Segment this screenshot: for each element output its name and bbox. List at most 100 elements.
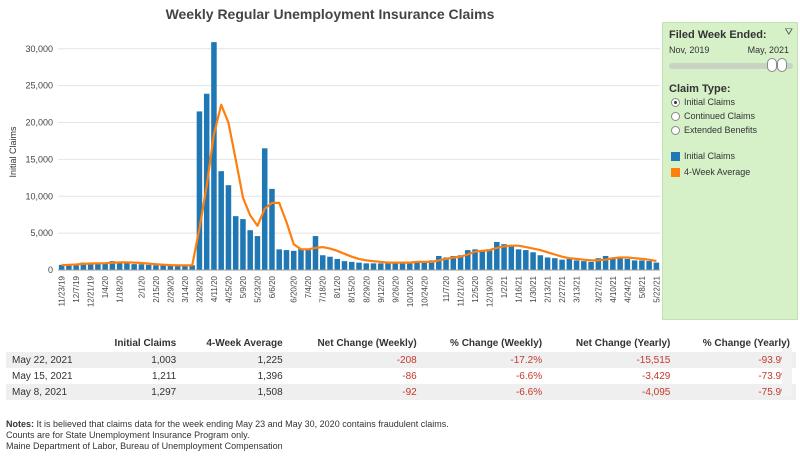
bar bbox=[138, 264, 145, 270]
bar bbox=[385, 262, 391, 270]
cell-initial-claims: 1,211 bbox=[151, 370, 177, 382]
bar bbox=[399, 262, 406, 270]
x-tick-label: 1/2/21 bbox=[500, 275, 509, 298]
bar bbox=[581, 261, 587, 270]
radio-continued-claims[interactable]: Continued Claims bbox=[671, 111, 755, 121]
y-tick-label: 5,000 bbox=[30, 228, 53, 238]
table-row[interactable]: May 15, 2021 1,211 1,396 -86 -6.6% -3,42… bbox=[6, 368, 796, 384]
clear-filter-icon[interactable]: ⛛ bbox=[784, 27, 793, 38]
x-tick-label: 4/24/21 bbox=[623, 275, 632, 302]
x-tick-label: 3/14/20 bbox=[181, 275, 190, 302]
table-header-row: Initial Claims 4-Week Average Net Change… bbox=[6, 335, 796, 352]
cell-net-change-yearly: -15,515 bbox=[548, 352, 677, 368]
bar bbox=[501, 244, 507, 270]
summary-table: Initial Claims 4-Week Average Net Change… bbox=[6, 335, 796, 400]
bar bbox=[559, 259, 565, 270]
bar bbox=[218, 171, 224, 270]
average-line bbox=[61, 103, 657, 267]
legend-item-4-week-average[interactable]: 4-Week Average bbox=[671, 167, 750, 177]
notes-line-1: Notes: It is believed that claims data f… bbox=[6, 419, 449, 430]
x-tick-label: 1/4/20 bbox=[101, 275, 110, 298]
bar bbox=[537, 255, 544, 270]
bar bbox=[109, 261, 116, 270]
legend-item-initial-claims[interactable]: Initial Claims bbox=[671, 151, 735, 161]
slider-end-handle[interactable] bbox=[777, 58, 787, 72]
bar bbox=[153, 265, 159, 270]
filed-week-label: Filed Week Ended: bbox=[669, 29, 767, 41]
bar bbox=[240, 219, 246, 270]
x-tick-label: 5/23/20 bbox=[253, 275, 262, 302]
y-tick-label: 10,000 bbox=[25, 191, 53, 201]
x-tick-label: 4/10/21 bbox=[609, 275, 618, 302]
x-tick-label: 12/21/19 bbox=[87, 275, 96, 307]
cell-net-change-yearly: -3,429 bbox=[642, 370, 671, 382]
bar bbox=[131, 264, 137, 270]
bar bbox=[319, 255, 326, 270]
bar bbox=[443, 257, 449, 270]
radio-icon[interactable] bbox=[671, 111, 680, 121]
radio-icon[interactable] bbox=[671, 125, 680, 135]
radio-initial-claims[interactable]: Initial Claims bbox=[671, 97, 735, 107]
cell-pct-change-yearly: -75.9% bbox=[676, 384, 796, 400]
bar bbox=[305, 250, 311, 270]
bar bbox=[327, 256, 333, 270]
x-tick-label: 12/19/20 bbox=[486, 275, 495, 307]
cell-net-change-weekly: -86 bbox=[402, 370, 417, 382]
bar bbox=[124, 262, 130, 270]
y-tick-label: 30,000 bbox=[25, 44, 53, 54]
x-tick-label: 1/18/20 bbox=[116, 275, 125, 302]
radio-label: Continued Claims bbox=[684, 111, 756, 121]
notes-label: Notes: bbox=[6, 419, 35, 429]
bar bbox=[269, 188, 275, 270]
bar bbox=[450, 255, 457, 270]
radio-selected-icon[interactable] bbox=[671, 97, 680, 107]
x-tick-label: 9/12/20 bbox=[377, 275, 386, 302]
bar bbox=[356, 262, 362, 270]
x-tick-label: 11/23/19 bbox=[58, 275, 67, 306]
x-tick-label: 5/9/20 bbox=[239, 275, 248, 298]
chart-title: Weekly Regular Unemployment Insurance Cl… bbox=[165, 6, 495, 22]
bar bbox=[617, 256, 623, 270]
x-tick-label: 10/10/20 bbox=[406, 275, 415, 307]
bar bbox=[465, 250, 471, 270]
table-scrollbar[interactable] bbox=[782, 348, 792, 396]
x-tick-label: 1/16/21 bbox=[515, 275, 524, 302]
bar bbox=[595, 258, 602, 270]
bar bbox=[80, 262, 87, 270]
cell-pct-change-weekly: -6.6% bbox=[515, 370, 543, 382]
bar bbox=[196, 111, 203, 270]
x-tick-label: 9/26/20 bbox=[391, 275, 400, 302]
date-range-slider[interactable] bbox=[669, 63, 793, 69]
cell-initial-claims: 1,003 bbox=[93, 352, 183, 368]
x-tick-label: 2/1/20 bbox=[137, 275, 146, 298]
col-header-net-change-weekly: Net Change (Weekly) bbox=[317, 338, 417, 349]
cell-net-change-yearly: -4,095 bbox=[548, 384, 677, 400]
cell-pct-change-weekly: -17.2% bbox=[422, 352, 549, 368]
bar bbox=[566, 258, 573, 270]
cell-net-change-weekly: -208 bbox=[288, 352, 423, 368]
bar bbox=[225, 185, 232, 270]
x-tick-label: 8/15/20 bbox=[348, 275, 357, 302]
x-tick-label: 1/30/21 bbox=[529, 275, 538, 302]
x-tick-label: 3/28/20 bbox=[195, 275, 204, 302]
bar bbox=[370, 263, 377, 270]
table-row[interactable]: May 8, 2021 1,297 1,508 -92 -6.6% -4,095… bbox=[6, 384, 796, 400]
x-tick-label: 6/6/20 bbox=[268, 275, 277, 298]
bar bbox=[544, 257, 551, 270]
bar bbox=[66, 264, 72, 270]
slider-start-handle[interactable] bbox=[767, 58, 777, 72]
cell-4-week-average: 1,396 bbox=[257, 370, 283, 382]
bar bbox=[58, 264, 65, 270]
cell-4-week-average: 1,225 bbox=[182, 352, 289, 368]
claims-chart: 0 5,000 10,000 15,000 20,000 25,000 30,000 Init… bbox=[8, 42, 660, 307]
bar bbox=[312, 236, 319, 270]
col-header-pct-change-weekly: % Change (Weekly) bbox=[450, 338, 543, 349]
bar bbox=[102, 263, 108, 270]
radio-extended-benefits[interactable]: Extended Benefits bbox=[671, 125, 757, 135]
x-tick-label: 12/7/19 bbox=[72, 275, 81, 302]
y-tick-label: 15,000 bbox=[25, 154, 53, 164]
bar bbox=[414, 261, 420, 270]
col-header-net-change-yearly: Net Change (Yearly) bbox=[575, 338, 671, 349]
table-row[interactable]: May 22, 2021 1,003 1,225 -208 -17.2% -15… bbox=[6, 352, 796, 368]
bar bbox=[428, 260, 435, 270]
